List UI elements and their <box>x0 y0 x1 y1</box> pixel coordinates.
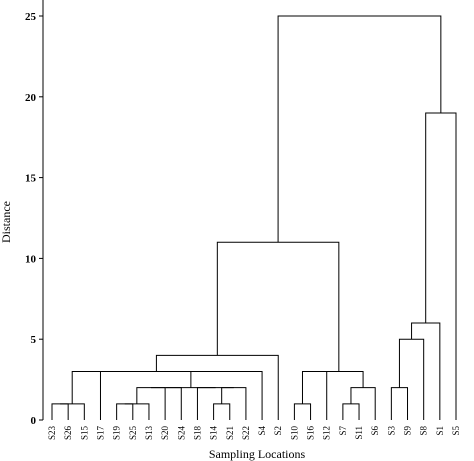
leaf-label-s8: S8 <box>419 426 429 436</box>
leaf-label-s20: S20 <box>160 426 170 441</box>
y-tick-label: 20 <box>25 92 37 104</box>
leaf-label-s3: S3 <box>386 426 396 436</box>
leaf-label-s2: S2 <box>273 426 283 436</box>
merge-link <box>342 403 360 420</box>
leaf-label-s15: S15 <box>79 426 89 441</box>
merge-link <box>150 387 182 420</box>
merge-link <box>411 322 441 420</box>
merge-link <box>425 112 457 420</box>
leaf-label-s16: S16 <box>306 426 316 441</box>
y-axis: 0 5 10 15 20 25 <box>25 0 44 427</box>
leaf-label-s24: S24 <box>176 426 186 441</box>
leaf-label-s1: S1 <box>435 426 445 436</box>
merge-path <box>390 387 409 420</box>
merge-link <box>60 403 85 420</box>
y-tick-label: 5 <box>31 334 37 346</box>
leaf-label-s6: S6 <box>370 426 380 436</box>
merge-path <box>411 322 441 420</box>
leaf-label-s14: S14 <box>209 426 219 441</box>
merge-path <box>190 371 263 420</box>
merge-path <box>301 371 328 420</box>
y-tick-label: 25 <box>25 11 37 23</box>
merge-path <box>71 371 101 420</box>
merge-path <box>425 112 457 420</box>
leaf-label-s19: S19 <box>112 426 122 441</box>
merge-link <box>190 371 263 420</box>
merge-link <box>398 338 425 420</box>
leaf-label-s4: S4 <box>257 426 267 436</box>
merge-link <box>124 403 150 420</box>
merge-path <box>124 403 150 420</box>
leaf-label-s25: S25 <box>128 426 138 441</box>
merge-path <box>150 387 182 420</box>
leaf-label-s7: S7 <box>338 426 348 436</box>
leaf-label-s22: S22 <box>241 426 251 440</box>
y-axis-title: Distance <box>0 201 13 243</box>
merge-path <box>216 241 340 372</box>
y-tick-label: 0 <box>31 415 37 427</box>
leaf-label-s9: S9 <box>403 426 413 436</box>
merge-link <box>390 387 409 420</box>
leaf-label-s26: S26 <box>63 426 73 441</box>
leaf-label-s5: S5 <box>451 426 461 436</box>
leaf-label-s10: S10 <box>289 426 299 441</box>
leaf-label-s18: S18 <box>192 426 202 441</box>
merge-path <box>314 371 364 388</box>
merge-path <box>277 15 442 243</box>
merge-link <box>301 371 328 420</box>
merge-path <box>60 403 85 420</box>
merge-link <box>116 403 134 420</box>
merge-path <box>213 403 231 420</box>
merge-path <box>293 403 312 420</box>
x-axis-title: Sampling Locations <box>209 447 306 461</box>
leaf-label-s23: S23 <box>47 426 57 441</box>
merge-path <box>342 403 360 420</box>
leaf-label-s12: S12 <box>322 426 332 440</box>
leaf-labels: S23 S26 S15 S17 S19 S25 S13 S20 S24 S18 S14 S21 S22 S… <box>47 426 461 441</box>
leaf-label-s17: S17 <box>95 426 105 441</box>
y-tick-label: 10 <box>25 253 37 265</box>
merge-link <box>213 403 231 420</box>
merge-path <box>51 403 69 420</box>
y-tick-label: 15 <box>25 173 37 185</box>
merge-path <box>116 403 134 420</box>
merge-link <box>314 371 364 388</box>
merge-link <box>293 403 312 420</box>
merge-path <box>398 338 425 420</box>
merge-link <box>71 371 101 420</box>
merge-link <box>51 403 69 420</box>
dendrogram-links <box>51 15 457 420</box>
merge-link <box>216 241 340 372</box>
leaf-label-s11: S11 <box>354 426 364 440</box>
merge-link <box>277 15 442 243</box>
leaf-label-s21: S21 <box>225 426 235 440</box>
leaf-label-s13: S13 <box>144 426 154 441</box>
